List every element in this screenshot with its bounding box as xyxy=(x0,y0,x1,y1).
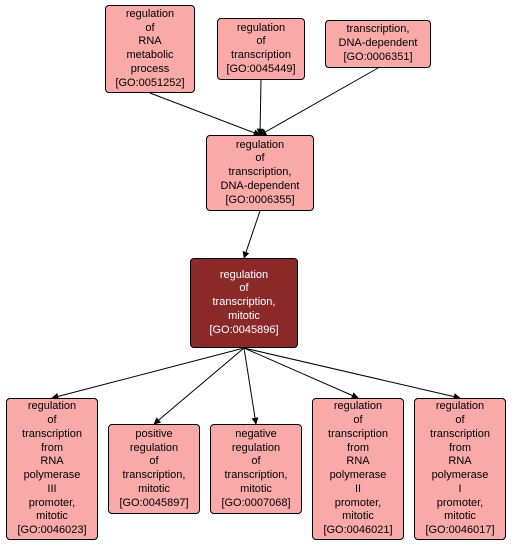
node-label-line: [GO:0045449] xyxy=(226,63,295,77)
edge xyxy=(150,93,260,135)
node-label-line: from xyxy=(41,442,63,456)
node-label-line: regulation xyxy=(436,400,484,414)
node-label-line: DNA-dependent xyxy=(221,180,300,194)
node-label-line: of xyxy=(256,35,265,49)
edge xyxy=(244,348,256,424)
node-label-line: III xyxy=(47,483,56,497)
node-label-line: promoter, xyxy=(335,497,381,511)
edge xyxy=(244,348,460,398)
go-term-node[interactable]: regulationofRNAmetabolicprocess[GO:00512… xyxy=(105,5,195,93)
node-label-line: [GO:0045896] xyxy=(209,324,278,338)
go-term-node[interactable]: regulationoftranscriptionfromRNApolymera… xyxy=(312,398,404,540)
node-label-line: metabolic xyxy=(126,49,173,63)
node-label-line: regulation xyxy=(237,22,285,36)
node-label-line: of xyxy=(255,152,264,166)
node-label-line: [GO:0006351] xyxy=(343,51,412,65)
node-label-line: mitotic xyxy=(240,483,272,497)
go-term-node[interactable]: regulationoftranscription,DNA-dependent[… xyxy=(206,135,314,211)
edge xyxy=(52,348,244,398)
node-label-line: transcription xyxy=(231,49,291,63)
node-label-line: process xyxy=(131,63,170,77)
node-label-line: of xyxy=(455,414,464,428)
node-label-line: DNA-dependent xyxy=(339,37,418,51)
node-label-line: from xyxy=(449,442,471,456)
node-label-line: II xyxy=(355,483,361,497)
edge xyxy=(244,211,260,258)
node-label-line: [GO:0007068] xyxy=(221,497,290,511)
node-label-line: [GO:0051252] xyxy=(115,77,184,91)
node-label-line: transcription, xyxy=(213,296,276,310)
node-label-line: transcription xyxy=(430,428,490,442)
edge xyxy=(260,80,261,135)
node-label-line: transcription xyxy=(22,428,82,442)
node-label-line: regulation xyxy=(28,400,76,414)
go-term-node[interactable]: regulationoftranscription,mitotic[GO:004… xyxy=(190,258,298,348)
node-label-line: mitotic xyxy=(444,510,476,524)
node-label-line: promoter, xyxy=(437,497,483,511)
node-label-line: [GO:0006355] xyxy=(225,194,294,208)
edge xyxy=(244,348,358,398)
node-label-line: regulation xyxy=(334,400,382,414)
node-label-line: regulation xyxy=(126,8,174,22)
node-label-line: of xyxy=(149,455,158,469)
node-label-line: positive xyxy=(135,428,172,442)
node-label-line: [GO:0046017] xyxy=(425,524,494,538)
node-label-line: of xyxy=(47,414,56,428)
node-label-line: I xyxy=(458,483,461,497)
node-label-line: transcription, xyxy=(347,23,410,37)
go-term-node[interactable]: regulationoftranscription[GO:0045449] xyxy=(217,18,305,80)
node-label-line: negative xyxy=(235,428,277,442)
node-label-line: transcription, xyxy=(123,469,186,483)
node-label-line: regulation xyxy=(232,442,280,456)
node-label-line: [GO:0045897] xyxy=(119,497,188,511)
node-label-line: regulation xyxy=(220,269,268,283)
node-label-line: transcription xyxy=(328,428,388,442)
node-label-line: [GO:0046021] xyxy=(323,524,392,538)
node-label-line: polymerase xyxy=(330,469,387,483)
go-term-node[interactable]: positiveregulationoftranscription,mitoti… xyxy=(108,424,200,514)
node-label-line: RNA xyxy=(346,455,369,469)
node-label-line: of xyxy=(251,455,260,469)
node-label-line: of xyxy=(145,22,154,36)
node-label-line: polymerase xyxy=(24,469,81,483)
node-label-line: RNA xyxy=(138,35,161,49)
node-label-line: promoter, xyxy=(29,497,75,511)
node-label-line: of xyxy=(239,282,248,296)
go-term-node[interactable]: transcription,DNA-dependent[GO:0006351] xyxy=(325,20,431,68)
go-term-node[interactable]: regulationoftranscriptionfromRNApolymera… xyxy=(6,398,98,540)
node-label-line: transcription, xyxy=(225,469,288,483)
node-label-line: regulation xyxy=(236,139,284,153)
node-label-line: RNA xyxy=(448,455,471,469)
node-label-line: regulation xyxy=(130,442,178,456)
node-label-line: mitotic xyxy=(228,310,260,324)
node-label-line: mitotic xyxy=(36,510,68,524)
node-label-line: polymerase xyxy=(432,469,489,483)
node-label-line: transcription, xyxy=(229,166,292,180)
edge xyxy=(154,348,244,424)
node-label-line: [GO:0046023] xyxy=(17,524,86,538)
node-label-line: RNA xyxy=(40,455,63,469)
node-label-line: from xyxy=(347,442,369,456)
go-term-node[interactable]: negativeregulationoftranscription,mitoti… xyxy=(210,424,302,514)
go-term-node[interactable]: regulationoftranscriptionfromRNApolymera… xyxy=(414,398,506,540)
node-label-line: mitotic xyxy=(342,510,374,524)
node-label-line: mitotic xyxy=(138,483,170,497)
node-label-line: of xyxy=(353,414,362,428)
